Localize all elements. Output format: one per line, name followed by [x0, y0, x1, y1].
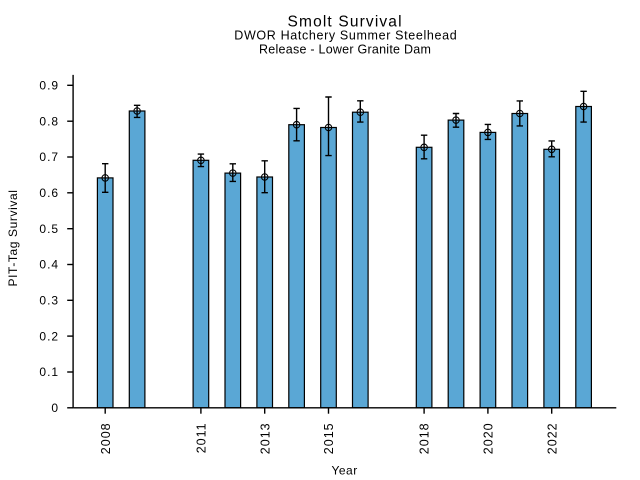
svg-text:2015: 2015 — [322, 422, 336, 454]
svg-text:0.1: 0.1 — [39, 365, 59, 379]
svg-text:0: 0 — [51, 401, 59, 415]
svg-text:0.4: 0.4 — [39, 258, 59, 272]
svg-text:Year: Year — [331, 463, 357, 477]
svg-text:DWOR Hatchery Summer Steelhead: DWOR Hatchery Summer Steelhead — [234, 29, 457, 43]
svg-text:0.2: 0.2 — [39, 329, 59, 343]
svg-text:0.5: 0.5 — [39, 222, 59, 236]
svg-text:Smolt Survival: Smolt Survival — [288, 13, 403, 30]
svg-text:0.3: 0.3 — [39, 294, 59, 308]
svg-text:0.8: 0.8 — [39, 114, 59, 128]
svg-text:PIT-Tag Survival: PIT-Tag Survival — [6, 190, 20, 287]
svg-text:0.9: 0.9 — [39, 79, 59, 93]
svg-text:2022: 2022 — [545, 422, 559, 454]
svg-text:Release - Lower Granite Dam: Release - Lower Granite Dam — [259, 43, 431, 57]
svg-text:0.7: 0.7 — [39, 150, 59, 164]
svg-text:2008: 2008 — [99, 422, 113, 454]
svg-text:2020: 2020 — [481, 422, 495, 454]
svg-text:2013: 2013 — [258, 422, 272, 454]
svg-text:0.6: 0.6 — [39, 186, 59, 200]
svg-text:2011: 2011 — [194, 422, 208, 453]
svg-text:2018: 2018 — [418, 422, 432, 454]
